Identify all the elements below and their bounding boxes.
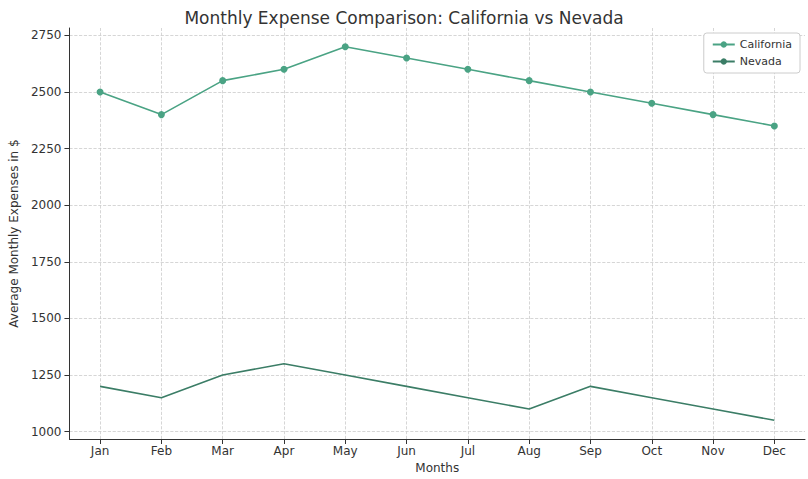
svg-text:Feb: Feb (151, 444, 172, 458)
svg-text:Apr: Apr (274, 444, 295, 458)
svg-text:California: California (740, 38, 792, 51)
svg-text:Sep: Sep (579, 444, 602, 458)
svg-text:Months: Months (415, 461, 459, 475)
svg-text:May: May (333, 444, 358, 458)
svg-text:Mar: Mar (211, 444, 234, 458)
svg-text:1250: 1250 (31, 368, 62, 382)
svg-text:1500: 1500 (31, 311, 62, 325)
svg-text:2250: 2250 (31, 142, 62, 156)
svg-text:2000: 2000 (31, 198, 62, 212)
svg-text:2750: 2750 (31, 28, 62, 42)
svg-text:Oct: Oct (641, 444, 662, 458)
svg-text:Dec: Dec (763, 444, 786, 458)
svg-text:Nevada: Nevada (740, 55, 782, 68)
svg-text:Aug: Aug (517, 444, 540, 458)
svg-text:Nov: Nov (701, 444, 724, 458)
svg-text:Average Monthly Expenses in $: Average Monthly Expenses in $ (7, 139, 21, 327)
svg-text:Jul: Jul (460, 444, 475, 458)
svg-text:Jun: Jun (396, 444, 416, 458)
svg-text:2500: 2500 (31, 85, 62, 99)
svg-text:Jan: Jan (90, 444, 110, 458)
svg-text:1750: 1750 (31, 255, 62, 269)
svg-text:1000: 1000 (31, 425, 62, 439)
svg-text:Monthly Expense Comparison: Ca: Monthly Expense Comparison: California v… (184, 8, 623, 28)
